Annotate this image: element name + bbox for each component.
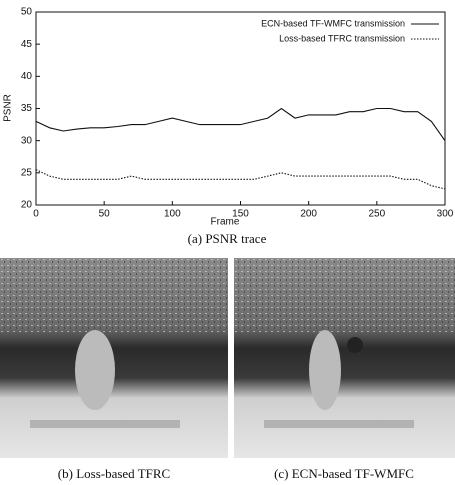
caption: (c) ECN-based TF-WMFC	[274, 466, 414, 481]
y-axis-label: PSNR	[3, 94, 14, 122]
x-axis-label: Frame	[211, 217, 240, 228]
x-tick-label: 150	[232, 209, 249, 220]
y-tick-label: 30	[21, 135, 33, 146]
photo-left	[0, 258, 228, 458]
photo-right	[234, 258, 455, 458]
y-tick-label: 25	[21, 167, 33, 178]
x-tick-label: 100	[164, 209, 181, 220]
x-tick-label: 50	[99, 209, 111, 220]
legend-label: ECN-based TF-WMFC transmission	[261, 18, 405, 28]
y-tick-label: 35	[21, 103, 33, 114]
y-tick-label: 45	[21, 39, 33, 50]
y-tick-label: 50	[21, 7, 33, 18]
y-tick-label: 20	[21, 200, 33, 211]
caption: (a) PSNR trace	[188, 231, 267, 246]
y-tick-label: 40	[21, 71, 33, 82]
series-line	[35, 169, 446, 190]
caption: (b) Loss-based TFRC	[58, 466, 170, 481]
legend-label: Loss-based TFRC transmission	[279, 33, 405, 43]
x-tick-label: 250	[368, 209, 385, 220]
x-tick-label: 200	[300, 209, 317, 220]
x-tick-label: 300	[437, 209, 454, 220]
x-tick-label: 0	[33, 209, 39, 220]
series-line	[35, 107, 446, 142]
